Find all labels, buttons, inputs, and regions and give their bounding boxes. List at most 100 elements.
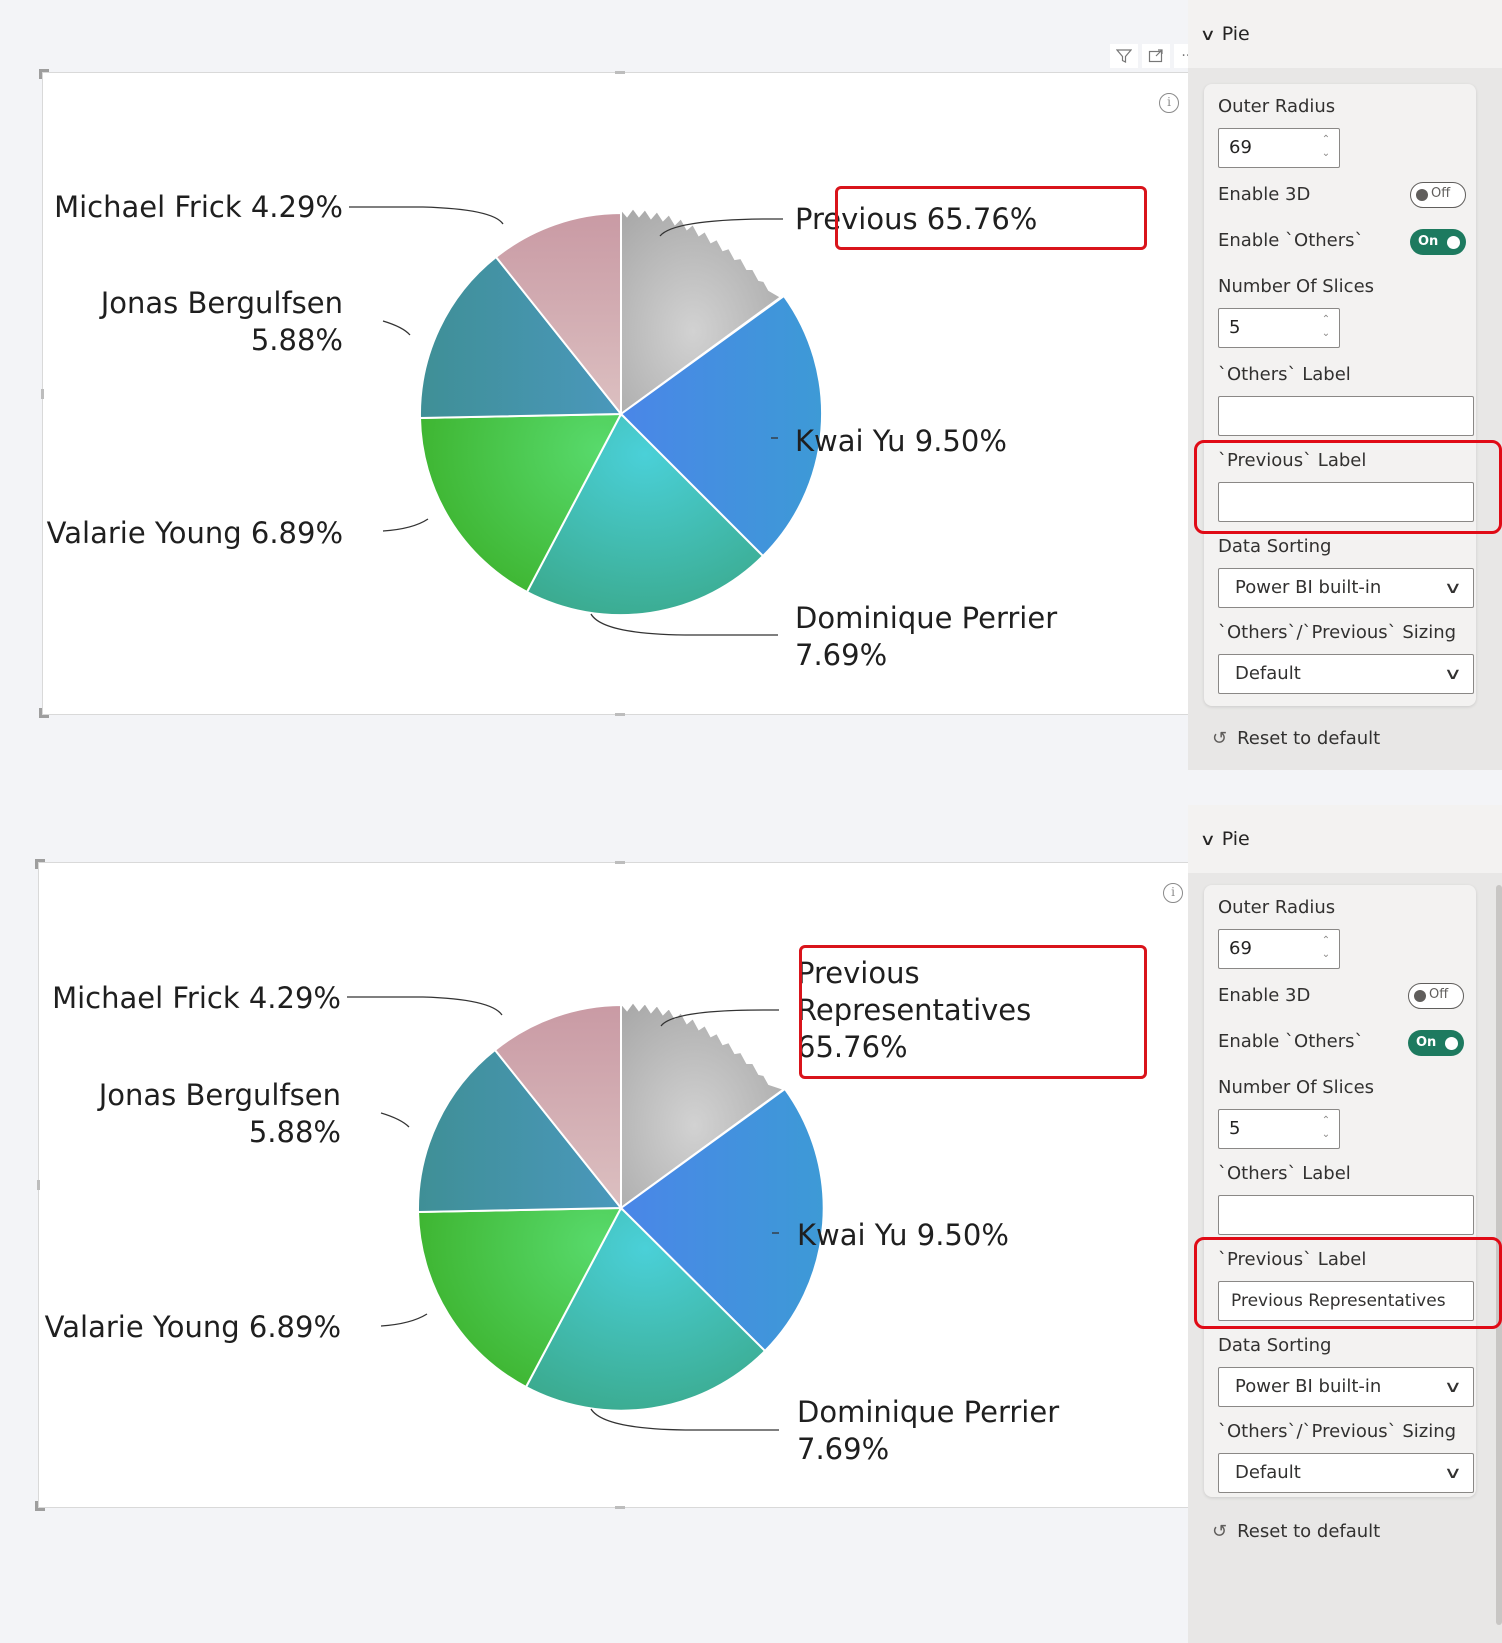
resize-handle[interactable] — [614, 713, 625, 716]
chevron-down-icon: ∨ — [1199, 829, 1217, 849]
data-sorting-value: Power BI built-in — [1235, 1376, 1382, 1397]
label-previous: Previous 65.76% — [795, 202, 1037, 236]
others-label-input[interactable] — [1218, 396, 1474, 436]
chevron-down-icon: ∨ — [1443, 664, 1463, 683]
toggle-state: Off — [1429, 987, 1449, 1002]
pie-settings-card: Outer Radius 69 ⌃ ⌄ Enable 3D Off Enable … — [1204, 885, 1476, 1497]
outer-radius-input[interactable]: 69 ⌃ ⌄ — [1218, 929, 1340, 969]
slice-dominique-perrier — [525, 412, 765, 617]
number-of-slices-input[interactable]: 5 ⌃ ⌄ — [1218, 1109, 1340, 1149]
toggle-knob — [1414, 990, 1426, 1002]
toggle-state: On — [1418, 234, 1439, 249]
slice-kwai-yu — [619, 294, 824, 558]
others-label-label: `Others` Label — [1218, 1163, 1351, 1184]
outer-radius-input[interactable]: 69 ⌃ ⌄ — [1218, 128, 1340, 168]
resize-handle[interactable] — [615, 861, 625, 864]
reset-to-default-button[interactable]: ↺ Reset to default — [1212, 1521, 1380, 1542]
label-dominique-perrier-value: 7.69% — [795, 638, 887, 672]
resize-handle[interactable] — [39, 69, 49, 79]
pie-chart: Michael Frick 4.29% Jonas Bergulfsen 5.8… — [47, 190, 1058, 672]
data-sorting-dropdown[interactable]: Power BI built-in ∨ — [1218, 568, 1474, 608]
previous-label-label: `Previous` Label — [1218, 1249, 1367, 1270]
others-label-input[interactable] — [1218, 1195, 1474, 1235]
outer-radius-label: Outer Radius — [1218, 897, 1336, 918]
section-title: Pie — [1221, 828, 1250, 850]
resize-handle[interactable] — [37, 1180, 40, 1190]
info-icon[interactable]: i — [1163, 883, 1183, 903]
outer-radius-label: Outer Radius — [1218, 96, 1336, 117]
enable-others-toggle[interactable]: On — [1408, 1030, 1464, 1056]
data-sorting-value: Power BI built-in — [1235, 577, 1382, 598]
resize-handle[interactable] — [35, 859, 45, 869]
spinner-arrows-icon[interactable]: ⌃ ⌄ — [1321, 1115, 1331, 1140]
resize-handle[interactable] — [615, 1506, 625, 1509]
previous-label-input[interactable] — [1218, 482, 1474, 522]
enable-others-toggle[interactable]: On — [1410, 229, 1466, 255]
chevron-down-icon: ∨ — [1443, 1377, 1463, 1396]
toggle-state: On — [1416, 1035, 1437, 1050]
label-michael-frick: Michael Frick 4.29% — [54, 190, 343, 224]
slice-jonas-bergulfsen — [418, 255, 624, 420]
filter-icon[interactable] — [1110, 44, 1138, 68]
format-pane: ∨ Pie Outer Radius 69 ⌃ ⌄ Enable 3D Off E… — [1188, 0, 1502, 770]
enable-3d-label: Enable 3D — [1218, 184, 1311, 205]
sizing-value: Default — [1235, 1462, 1301, 1483]
chevron-down-icon: ∨ — [1443, 578, 1463, 597]
enable-3d-toggle[interactable]: Off — [1410, 182, 1466, 208]
label-dominique-perrier-name: Dominique Perrier — [797, 1395, 1059, 1429]
slice-kwai-yu — [619, 1087, 825, 1353]
sizing-dropdown[interactable]: Default ∨ — [1218, 654, 1474, 694]
label-kwai-yu: Kwai Yu 9.50% — [797, 1218, 1009, 1252]
label-previous-line2: Representatives — [797, 993, 1031, 1027]
reset-label: Reset to default — [1237, 1521, 1381, 1542]
slice-valarie-young — [416, 1206, 623, 1389]
number-of-slices-value: 5 — [1229, 317, 1241, 338]
enable-3d-toggle[interactable]: Off — [1408, 983, 1464, 1009]
number-of-slices-value: 5 — [1229, 1118, 1241, 1139]
previous-label-input[interactable]: Previous Representatives — [1218, 1281, 1474, 1321]
resize-handle[interactable] — [35, 1501, 45, 1511]
data-sorting-dropdown[interactable]: Power BI built-in ∨ — [1218, 1367, 1474, 1407]
toggle-state: Off — [1431, 186, 1451, 201]
label-dominique-perrier-value: 7.69% — [797, 1432, 889, 1466]
data-sorting-label: Data Sorting — [1218, 536, 1332, 557]
outer-radius-value: 69 — [1229, 938, 1252, 959]
toggle-knob — [1445, 1037, 1458, 1050]
reset-to-default-button[interactable]: ↺ Reset to default — [1212, 728, 1380, 749]
label-valarie-young: Valarie Young 6.89% — [45, 1310, 341, 1344]
format-pane: ∨ Pie Outer Radius 69 ⌃ ⌄ Enable 3D Off E… — [1188, 805, 1502, 1643]
slice-dominique-perrier — [524, 1206, 767, 1412]
pie-chart-visual[interactable]: i Michael Frick 4.29% Jonas B — [39, 69, 1200, 718]
label-previous-line1: Previous — [797, 956, 920, 990]
number-of-slices-input[interactable]: 5 ⌃ ⌄ — [1218, 308, 1340, 348]
pie-section-header[interactable]: ∨ Pie — [1188, 0, 1502, 68]
data-sorting-label: Data Sorting — [1218, 1335, 1332, 1356]
scrollbar[interactable] — [1496, 885, 1502, 1625]
toggle-knob — [1416, 189, 1428, 201]
number-of-slices-label: Number Of Slices — [1218, 1077, 1375, 1098]
pie-settings-card: Outer Radius 69 ⌃ ⌄ Enable 3D Off Enable … — [1204, 84, 1476, 706]
slice-michael-frick — [494, 211, 622, 417]
pie-section-header[interactable]: ∨ Pie — [1188, 805, 1502, 873]
enable-others-label: Enable `Others` — [1218, 230, 1364, 251]
sizing-value: Default — [1235, 663, 1301, 684]
spinner-arrows-icon[interactable]: ⌃ ⌄ — [1321, 134, 1331, 159]
label-kwai-yu: Kwai Yu 9.50% — [795, 424, 1007, 458]
focus-mode-icon[interactable] — [1142, 44, 1170, 68]
slice-michael-frick — [493, 1003, 622, 1211]
resize-handle[interactable] — [39, 708, 49, 718]
slice-jonas-bergulfsen — [416, 1048, 624, 1214]
pie-chart-visual[interactable]: i Michael Frick 4.29% Jonas Bergulfsen 5… — [35, 859, 1205, 1511]
reset-icon: ↺ — [1212, 1521, 1228, 1542]
spinner-arrows-icon[interactable]: ⌃ ⌄ — [1321, 314, 1331, 339]
sizing-label: `Others`/`Previous` Sizing — [1218, 1421, 1457, 1442]
info-icon[interactable]: i — [1159, 93, 1179, 113]
resize-handle[interactable] — [41, 388, 44, 399]
label-jonas-bergulfsen-name: Jonas Bergulfsen — [99, 286, 343, 320]
sizing-dropdown[interactable]: Default ∨ — [1218, 1453, 1474, 1493]
chevron-down-icon: ∨ — [1199, 24, 1217, 44]
resize-handle[interactable] — [614, 71, 625, 74]
number-of-slices-label: Number Of Slices — [1218, 276, 1375, 297]
slice-previous — [620, 1000, 787, 1210]
spinner-arrows-icon[interactable]: ⌃ ⌄ — [1321, 935, 1331, 960]
